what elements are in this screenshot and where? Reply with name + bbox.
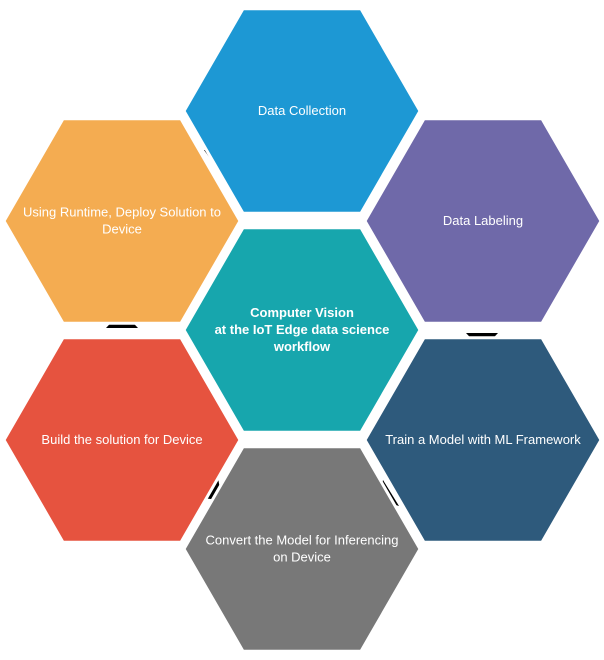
step-label-line: Build the solution for Device: [41, 432, 202, 447]
hex-shape-train-model: [363, 336, 603, 544]
step-label-line: on Device: [273, 550, 331, 565]
center-label-line: workflow: [273, 339, 331, 354]
hex-center: Computer Vision at the IoT Edge data scie…: [182, 226, 422, 434]
step-label-line: Data Collection: [258, 103, 346, 118]
hex-shape-data-collection: [182, 7, 422, 215]
step-label-line: Convert the Model for Inferencing: [206, 533, 399, 548]
step-label-line: Using Runtime, Deploy Solution to: [23, 205, 221, 220]
step-label-line: Device: [102, 222, 142, 237]
hex-shape-build-solution: [2, 336, 242, 544]
hex-build-solution: Build the solution for Device: [2, 336, 242, 544]
hex-layer: Data Collection Data Labeling Train a Mode…: [2, 7, 603, 653]
hex-data-collection: Data Collection: [182, 7, 422, 215]
hex-shape-convert-model: [182, 445, 422, 653]
hex-deploy-solution: Using Runtime, Deploy Solution to Device: [2, 117, 242, 325]
hex-convert-model: Convert the Model for Inferencing on Devi…: [182, 445, 422, 653]
center-label-line: at the IoT Edge data science: [215, 322, 390, 337]
hex-shape-data-labeling: [363, 117, 603, 325]
step-label-line: Train a Model with ML Framework: [385, 432, 581, 447]
step-label-line: Data Labeling: [443, 213, 523, 228]
center-label-line: Computer Vision: [250, 305, 354, 320]
hex-data-labeling: Data Labeling: [363, 117, 603, 325]
hex-shape-deploy-solution: [2, 117, 242, 325]
hex-shape-center: [182, 226, 422, 434]
hex-train-model: Train a Model with ML Framework: [363, 336, 603, 544]
